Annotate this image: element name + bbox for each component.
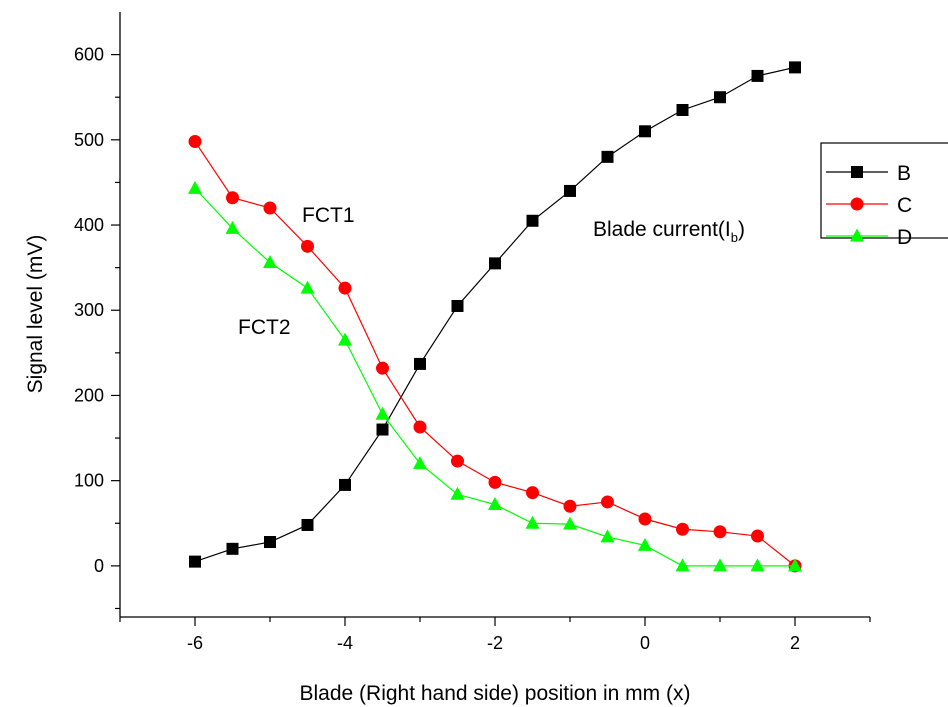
- annotation-fct1: FCT1: [302, 204, 355, 227]
- data-point-d: [300, 280, 315, 294]
- data-point-d: [713, 558, 727, 572]
- data-point-d: [525, 515, 540, 529]
- data-point-b: [451, 299, 464, 312]
- data-point-d: [375, 406, 390, 420]
- data-point-d: [675, 558, 690, 572]
- data-point-c: [713, 525, 727, 539]
- annotation-fct2: FCT2: [238, 316, 291, 339]
- data-point-b: [226, 542, 239, 555]
- data-point-b: [414, 357, 426, 370]
- data-point-d: [600, 529, 615, 543]
- blade-current-subscript: b: [731, 230, 738, 245]
- x-tick-label: 0: [640, 633, 650, 653]
- y-axis-title: Signal level (mV): [24, 235, 47, 394]
- y-tick-label: 300: [74, 300, 104, 320]
- data-point-c: [488, 475, 502, 489]
- data-point-d: [788, 558, 802, 572]
- data-point-c: [263, 201, 277, 215]
- data-point-c: [638, 512, 652, 526]
- y-tick-label: 400: [74, 215, 104, 235]
- data-point-d: [338, 332, 352, 346]
- data-point-c: [601, 495, 614, 509]
- data-point-b: [189, 555, 201, 568]
- data-point-c: [226, 191, 239, 205]
- data-point-c: [563, 499, 577, 513]
- x-tick-label: -6: [187, 633, 203, 653]
- plot-frame: [119, 12, 870, 618]
- y-axis-ticks: 0 100 200 300 400 500 600: [74, 45, 120, 610]
- y-tick-label: 500: [74, 130, 104, 150]
- x-tick-label: -2: [487, 633, 503, 653]
- x-axis-title: Blade (Right hand side) position in mm (…: [299, 682, 690, 705]
- series-layer: [188, 61, 802, 573]
- data-point-d: [263, 255, 277, 269]
- y-tick-label: 200: [74, 385, 104, 405]
- data-point-b: [751, 69, 764, 82]
- y-tick-label: 100: [74, 471, 104, 491]
- data-point-c: [676, 522, 689, 536]
- data-point-c: [338, 281, 352, 295]
- data-point-d: [563, 516, 577, 530]
- legend: BCD: [820, 142, 948, 249]
- data-point-b: [376, 423, 389, 436]
- data-point-b: [301, 518, 314, 531]
- series-b: [189, 61, 801, 568]
- data-point-d: [638, 537, 652, 551]
- data-point-b: [489, 257, 501, 270]
- series-d: [188, 180, 802, 572]
- legend-box: [820, 142, 948, 239]
- blade-current-close: ): [738, 218, 745, 241]
- data-point-b: [264, 536, 276, 549]
- x-axis-ticks: -6 -4 -2 0 2: [119, 617, 871, 653]
- legend-label-d: D: [897, 226, 912, 249]
- annotation-blade-current: Blade current(Ib): [593, 218, 745, 245]
- data-point-b: [639, 125, 651, 138]
- legend-marker-c: [850, 197, 864, 211]
- legend-label-b: B: [897, 162, 911, 185]
- x-tick-label: -4: [337, 633, 353, 653]
- data-point-b: [676, 103, 689, 116]
- legend-marker-b: [851, 166, 863, 178]
- y-tick-label: 0: [94, 556, 104, 576]
- legend-marker-d: [850, 228, 864, 242]
- data-point-c: [413, 420, 427, 434]
- data-point-d: [488, 497, 502, 511]
- legend-label-c: C: [897, 194, 912, 217]
- data-point-c: [451, 454, 464, 468]
- data-point-d: [413, 456, 427, 470]
- data-point-c: [526, 486, 539, 500]
- x-tick-label: 2: [790, 633, 800, 653]
- data-point-b: [339, 478, 351, 491]
- data-point-b: [601, 150, 614, 163]
- data-point-c: [188, 135, 202, 149]
- data-point-d: [450, 486, 465, 500]
- blade-current-text: Blade current(I: [593, 218, 731, 241]
- data-point-b: [714, 91, 726, 104]
- data-point-d: [750, 558, 765, 572]
- data-point-d: [225, 220, 240, 234]
- data-point-b: [789, 61, 801, 74]
- y-tick-label: 600: [74, 45, 104, 65]
- data-point-c: [301, 239, 314, 253]
- data-point-d: [188, 180, 202, 194]
- data-point-b: [564, 184, 576, 197]
- data-point-b: [526, 214, 539, 227]
- data-point-c: [751, 529, 764, 543]
- data-point-c: [376, 361, 389, 375]
